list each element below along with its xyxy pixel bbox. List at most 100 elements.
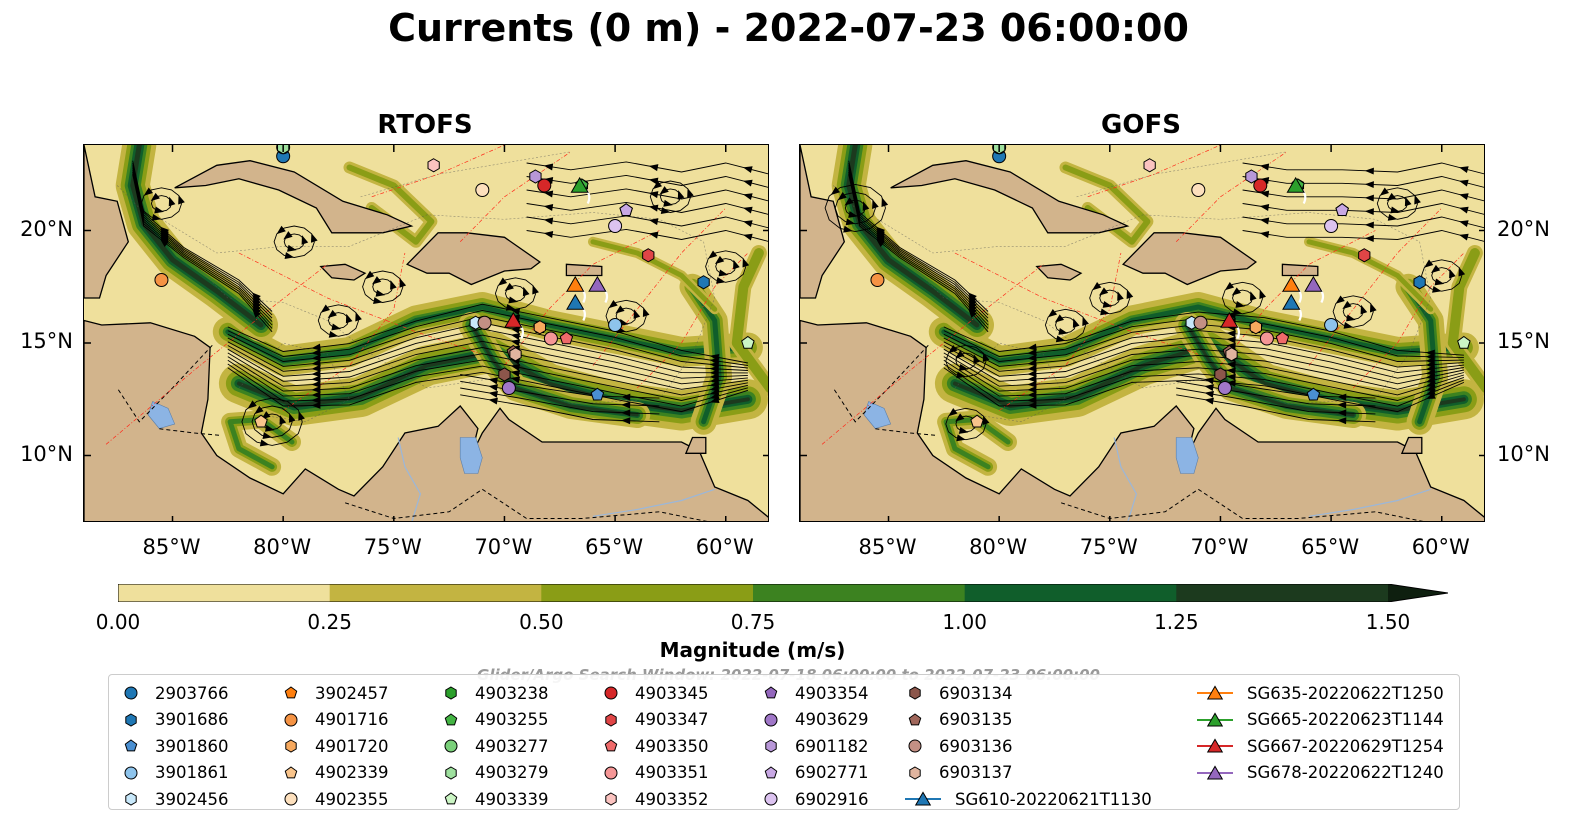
- argo-float-6903134[interactable]: [498, 367, 511, 382]
- argo-float-3901861[interactable]: [608, 318, 623, 332]
- legend-marker[interactable]: [764, 792, 778, 806]
- legend-item[interactable]: 4903352: [601, 786, 709, 813]
- map-panel-gofs[interactable]: [799, 144, 1485, 522]
- argo-float-4902355[interactable]: [1191, 183, 1206, 197]
- argo-float-4901716[interactable]: [154, 273, 169, 287]
- legend-item[interactable]: 4903339: [441, 786, 549, 813]
- legend-item[interactable]: 4903238: [441, 680, 549, 707]
- legend-item[interactable]: 6903134: [905, 680, 1152, 707]
- legend-marker[interactable]: [125, 713, 137, 727]
- legend-item[interactable]: 4902339: [281, 760, 389, 787]
- argo-float-4901720[interactable]: [1249, 320, 1262, 335]
- argo-float-6902916[interactable]: [1324, 219, 1339, 233]
- argo-float-4903351[interactable]: [543, 331, 558, 346]
- argo-float-4903345[interactable]: [1253, 178, 1268, 193]
- legend-item[interactable]: 6902916: [761, 786, 869, 813]
- legend-item[interactable]: 6902771: [761, 760, 869, 787]
- legend-marker[interactable]: [284, 792, 298, 806]
- argo-float-4903347[interactable]: [1358, 248, 1371, 263]
- legend-marker[interactable]: [604, 686, 618, 700]
- legend-marker[interactable]: [284, 686, 298, 699]
- glider-SG678-20220622T1240[interactable]: [1304, 275, 1323, 292]
- argo-float-3901860[interactable]: [590, 387, 605, 401]
- legend-item[interactable]: 4903347: [601, 707, 709, 734]
- legend-item[interactable]: 4903629: [761, 707, 869, 734]
- argo-float-6903137[interactable]: [1225, 347, 1238, 362]
- argo-float-4903345[interactable]: [537, 178, 552, 193]
- legend-marker[interactable]: [764, 713, 778, 727]
- argo-float-6902771[interactable]: [619, 203, 633, 217]
- legend-marker[interactable]: [605, 713, 617, 727]
- legend-item[interactable]: 4903345: [601, 680, 709, 707]
- legend-item[interactable]: SG678-20220622T1240: [1197, 760, 1444, 787]
- argo-float-6903134[interactable]: [1214, 367, 1227, 382]
- legend-item[interactable]: 4903279: [441, 760, 549, 787]
- glider-SG678-20220622T1240[interactable]: [588, 275, 607, 292]
- argo-float-4903629[interactable]: [1217, 381, 1232, 395]
- argo-float-4901716[interactable]: [870, 273, 885, 287]
- glider-SG665-20220623T1144[interactable]: [570, 176, 589, 193]
- legend-item[interactable]: 4902355: [281, 786, 389, 813]
- legend-marker[interactable]: [1206, 685, 1224, 700]
- legend-item[interactable]: 4903351: [601, 760, 709, 787]
- legend-marker[interactable]: [124, 739, 138, 752]
- legend-item[interactable]: 6903136: [905, 733, 1152, 760]
- legend-marker[interactable]: [1206, 712, 1224, 727]
- legend-marker[interactable]: [444, 713, 458, 726]
- legend-item[interactable]: SG665-20220623T1144: [1197, 707, 1444, 734]
- argo-float-3901860[interactable]: [1306, 387, 1321, 401]
- legend-marker[interactable]: [1206, 738, 1224, 753]
- argo-float-4903350[interactable]: [1275, 331, 1290, 345]
- argo-float-3901686[interactable]: [1413, 275, 1426, 290]
- legend-marker[interactable]: [605, 792, 617, 806]
- argo-float-6901182[interactable]: [1245, 169, 1258, 184]
- argo-float-4903350[interactable]: [559, 331, 574, 345]
- legend-item[interactable]: 2903766: [121, 680, 229, 707]
- glider-SG665-20220623T1144[interactable]: [1286, 176, 1305, 193]
- legend-marker[interactable]: [604, 739, 618, 752]
- argo-float-4903629[interactable]: [501, 381, 516, 395]
- legend-item[interactable]: 4903255: [441, 707, 549, 734]
- legend-item[interactable]: 4901720: [281, 733, 389, 760]
- legend-item[interactable]: 3901860: [121, 733, 229, 760]
- legend-marker[interactable]: [445, 686, 457, 700]
- legend-item[interactable]: 4903350: [601, 733, 709, 760]
- legend-marker[interactable]: [444, 739, 458, 753]
- legend-item[interactable]: 6903135: [905, 707, 1152, 734]
- glider-SG635-20220622T1250[interactable]: [1282, 275, 1301, 292]
- glider-SG667-20220629T1254[interactable]: [1220, 311, 1239, 328]
- argo-float-4903339[interactable]: [1457, 335, 1471, 349]
- legend-marker[interactable]: [764, 766, 778, 779]
- argo-float-4901720[interactable]: [533, 320, 546, 335]
- argo-float-3901686[interactable]: [697, 275, 710, 290]
- legend-item[interactable]: SG667-20220629T1254: [1197, 733, 1444, 760]
- argo-float-6901182[interactable]: [529, 169, 542, 184]
- argo-float-4902339[interactable]: [970, 414, 984, 428]
- legend-marker[interactable]: [124, 766, 138, 780]
- argo-float-4903352[interactable]: [427, 158, 440, 173]
- legend-marker[interactable]: [909, 686, 921, 700]
- argo-float-4902355[interactable]: [475, 183, 490, 197]
- legend-marker[interactable]: [444, 792, 458, 805]
- legend-item[interactable]: SG635-20220622T1250: [1197, 680, 1444, 707]
- legend-marker[interactable]: [908, 739, 922, 753]
- argo-float-6903137[interactable]: [509, 347, 522, 362]
- legend-marker[interactable]: [284, 766, 298, 779]
- legend-item[interactable]: 3902457: [281, 680, 389, 707]
- legend-marker[interactable]: [909, 766, 921, 780]
- glider-SG635-20220622T1250[interactable]: [566, 275, 585, 292]
- argo-float-4903351[interactable]: [1259, 331, 1274, 346]
- legend-marker[interactable]: [285, 739, 297, 753]
- argo-float-4902339[interactable]: [254, 414, 268, 428]
- argo-float-4903347[interactable]: [642, 248, 655, 263]
- argo-float-3901861[interactable]: [1324, 318, 1339, 332]
- legend-item[interactable]: SG610-20220621T1130: [905, 786, 1152, 813]
- glider-SG610-20220621T1130[interactable]: [566, 293, 585, 310]
- legend-marker[interactable]: [124, 686, 138, 700]
- argo-float-6902916[interactable]: [608, 219, 623, 233]
- legend-marker[interactable]: [764, 686, 778, 699]
- legend-marker[interactable]: [445, 766, 457, 780]
- legend-item[interactable]: 4903354: [761, 680, 869, 707]
- legend-item[interactable]: 6901182: [761, 733, 869, 760]
- glider-SG610-20220621T1130[interactable]: [1282, 293, 1301, 310]
